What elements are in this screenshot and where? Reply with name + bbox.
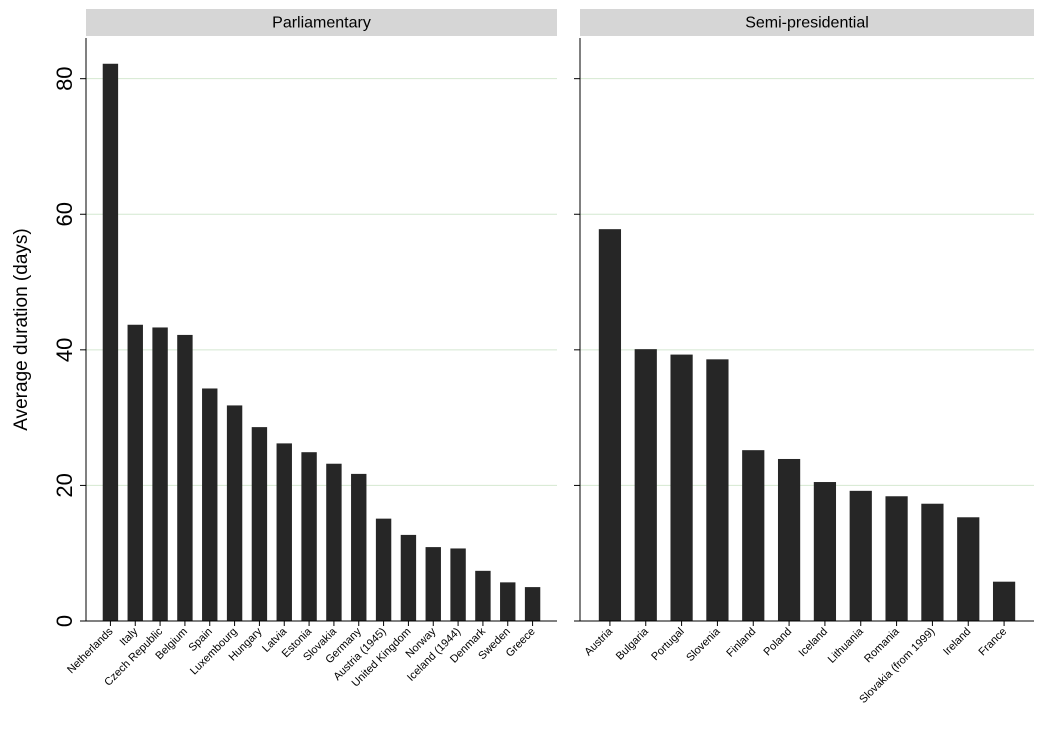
x-tick-label: Slovenia [684,625,723,664]
panel-1: Semi-presidential AustriaBulgariaPortugal… [574,9,1034,706]
bar [475,570,491,621]
bar [777,458,801,621]
bar [301,452,317,621]
bar [957,517,980,621]
bar [251,427,268,621]
bar [177,334,193,621]
panel-strip [86,9,557,36]
x-tick-label: Austria [582,625,615,658]
bar [375,518,392,621]
y-tick-label: 20 [52,473,77,497]
bar [524,587,541,621]
bar [742,450,765,621]
x-tick-label: Iceland [796,626,830,660]
y-tick-label: 0 [52,615,77,627]
x-tick-label: Netherlands [65,625,116,676]
bar [276,443,292,621]
bar [351,473,367,621]
bar [152,327,168,621]
y-axis-title: Average duration (days) [11,228,32,430]
panel-strip [580,9,1034,36]
bar [813,482,837,621]
bar [634,349,657,621]
bar [500,582,516,621]
panel-title: Semi-presidential [745,15,869,32]
x-tick-label: Portugal [649,626,686,663]
bar [450,548,466,621]
y-tick-label: 80 [52,66,77,90]
bar [598,229,622,621]
x-tick-label: Ireland [941,626,973,658]
x-tick-label: Bulgaria [614,625,652,663]
panel-title: Parliamentary [272,15,371,32]
bar [706,359,729,621]
bar [670,354,693,621]
bar [849,490,872,621]
bar [102,63,119,622]
bar [400,534,417,621]
bar [226,405,243,621]
bar [127,324,143,621]
y-tick-label: 60 [52,202,77,226]
x-tick-label: Poland [761,626,794,659]
x-tick-label: Lithuania [826,625,867,666]
bar [326,463,342,621]
x-tick-label: Finland [724,626,758,660]
bar [425,547,441,621]
x-tick-label: France [977,626,1010,659]
bar [992,581,1016,621]
bar [885,496,908,621]
bar [921,503,944,621]
bar [202,388,218,621]
y-tick-label: 40 [52,338,77,362]
